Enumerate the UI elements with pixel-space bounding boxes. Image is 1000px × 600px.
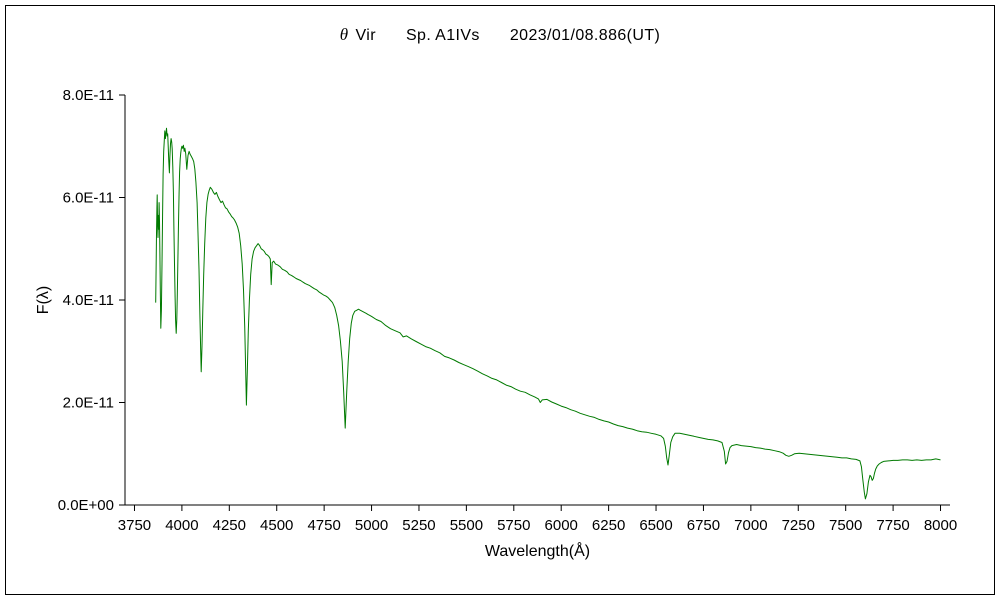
y-tick-label: 8.0E-11 [63, 87, 114, 104]
x-tick-label: 7250 [782, 517, 815, 534]
x-tick-label: 8000 [924, 517, 957, 534]
y-tick-label: 4.0E-11 [63, 292, 114, 309]
title-theta: θ [339, 25, 349, 44]
x-tick-label: 4500 [260, 517, 293, 534]
x-tick-label: 7750 [876, 517, 909, 534]
x-tick-label: 4250 [213, 517, 246, 534]
chart-title: θ Vir Sp. A1IVs 2023/01/08.886(UT) [0, 25, 1000, 45]
title-spectral-type: Sp. A1IVs [405, 27, 480, 44]
y-tick-label: 6.0E-11 [63, 190, 114, 207]
x-tick-label: 6250 [592, 517, 625, 534]
x-tick-label: 6750 [687, 517, 720, 534]
y-axis-label: F(λ) [35, 285, 52, 315]
x-tick-label: 5250 [402, 517, 435, 534]
figure-border [5, 5, 995, 595]
x-axis-label: Wavelength(Å) [484, 543, 591, 560]
x-tick-label: 4750 [307, 517, 340, 534]
x-tick-label: 5750 [497, 517, 530, 534]
x-tick-label: 6500 [639, 517, 672, 534]
x-tick-label: 5500 [450, 517, 483, 534]
x-tick-label: 6000 [545, 517, 578, 534]
y-tick-label: 2.0E-11 [63, 395, 114, 412]
x-tick-label: 4000 [165, 517, 198, 534]
title-star-name: Vir [355, 27, 376, 44]
x-tick-label: 3750 [118, 517, 151, 534]
title-date: 2023/01/08.886(UT) [509, 27, 661, 44]
x-tick-label: 7000 [734, 517, 767, 534]
y-tick-label: 0.0E+00 [58, 497, 114, 514]
x-tick-label: 7500 [829, 517, 862, 534]
spectrum-line [155, 127, 941, 500]
x-tick-label: 5000 [355, 517, 388, 534]
